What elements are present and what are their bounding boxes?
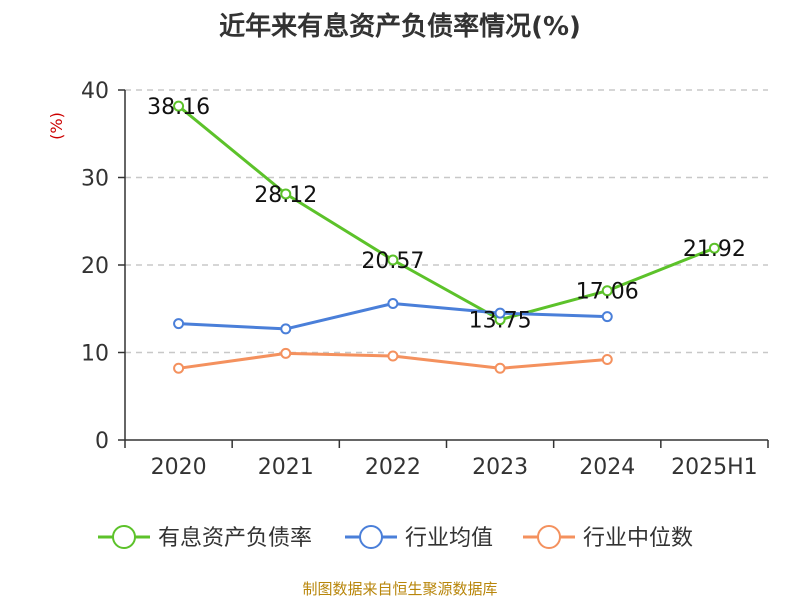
data-point <box>601 311 613 323</box>
series-line <box>177 104 715 322</box>
data-point <box>387 298 399 309</box>
series <box>173 100 720 374</box>
series-1 <box>173 298 613 335</box>
x-tick-label: 2022 <box>365 455 421 480</box>
data-point <box>708 242 720 254</box>
data-point <box>494 362 506 374</box>
data-point <box>173 318 185 330</box>
data-point <box>280 347 292 359</box>
chart-title: 近年来有息资产负债率情况(%) <box>219 12 581 42</box>
legend-marker <box>537 525 561 549</box>
series-2 <box>173 347 613 374</box>
data-label: 13.75 <box>469 309 532 334</box>
legend-label: 有息资产负债率 <box>158 526 312 551</box>
x-tick-label: 2020 <box>151 455 207 480</box>
legend: 有息资产负债率 行业均值 行业中位数 <box>98 525 693 551</box>
legend-label: 行业均值 <box>405 526 493 551</box>
data-label: 28.12 <box>254 183 317 208</box>
grid-lines <box>125 89 768 354</box>
data-point <box>494 307 506 319</box>
legend-item: 有息资产负债率 <box>98 525 312 551</box>
y-tick-label: 0 <box>95 429 109 454</box>
x-tick-label: 2021 <box>258 455 314 480</box>
data-point <box>601 285 613 297</box>
y-axis-label: (%) <box>47 112 66 140</box>
y-tick-label: 30 <box>81 167 109 192</box>
legend-marker <box>359 525 383 549</box>
x-tick-label: 2024 <box>579 455 635 480</box>
data-label: 20.57 <box>361 249 424 274</box>
y-tick-label: 20 <box>81 254 109 279</box>
data-point <box>601 354 613 365</box>
legend-item: 行业均值 <box>345 525 493 551</box>
data-point <box>173 362 185 374</box>
data-point <box>387 350 399 362</box>
legend-marker <box>112 525 136 549</box>
data-point <box>280 323 292 335</box>
axes: 0 10 20 30 40 2020 2021 2022 2023 2024 2025H1 <box>81 79 769 480</box>
x-tick-label: 2025H1 <box>671 455 758 480</box>
legend-item: 行业中位数 <box>523 525 693 551</box>
y-tick-label: 10 <box>81 342 109 367</box>
legend-label: 行业中位数 <box>583 526 693 551</box>
data-labels: 38.16 28.12 20.57 13.75 17.06 21.92 <box>147 95 746 334</box>
source-note: 制图数据来自恒生聚源数据库 <box>302 580 498 598</box>
y-tick-label: 40 <box>81 79 109 104</box>
x-tick-label: 2023 <box>472 455 528 480</box>
data-label: 21.92 <box>683 237 746 262</box>
data-label: 17.06 <box>576 280 639 305</box>
data-label: 38.16 <box>147 95 210 120</box>
data-point <box>173 100 185 112</box>
data-point <box>280 188 292 200</box>
data-point <box>387 254 399 266</box>
